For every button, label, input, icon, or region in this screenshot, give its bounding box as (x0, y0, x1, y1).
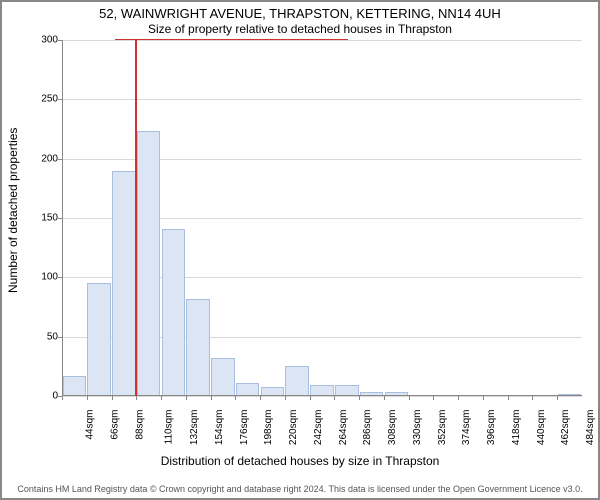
gridline-h (62, 396, 582, 397)
xtick-label: 242sqm (313, 410, 324, 446)
page-subtitle: Size of property relative to detached ho… (0, 22, 600, 36)
xtick-mark (87, 396, 88, 400)
xtick-label: 330sqm (412, 410, 423, 446)
xtick-label: 308sqm (387, 410, 398, 446)
x-axis-line (62, 395, 582, 396)
xtick-label: 374sqm (462, 410, 473, 446)
xtick-label: 44sqm (85, 410, 96, 440)
histogram-bar (285, 366, 309, 396)
xtick-label: 484sqm (585, 410, 596, 446)
xtick-mark (235, 396, 236, 400)
xtick-label: 396sqm (486, 410, 497, 446)
xtick-mark (557, 396, 558, 400)
xtick-label: 352sqm (437, 410, 448, 446)
histogram-bar (186, 299, 210, 396)
x-axis-label: Distribution of detached houses by size … (0, 454, 600, 468)
xtick-label: 66sqm (109, 410, 120, 440)
histogram-bar (112, 171, 136, 396)
y-axis-line (62, 40, 63, 396)
xtick-label: 462sqm (561, 410, 572, 446)
chart-plot-area (62, 40, 582, 396)
xtick-mark (334, 396, 335, 400)
xtick-mark (310, 396, 311, 400)
xtick-mark (285, 396, 286, 400)
xtick-label: 440sqm (536, 410, 547, 446)
property-marker-line (135, 40, 137, 396)
attribution-text: Contains HM Land Registry data © Crown c… (0, 484, 600, 494)
xtick-label: 132sqm (189, 410, 200, 446)
ytick-label: 50 (30, 331, 58, 342)
xtick-mark (260, 396, 261, 400)
gridline-h (62, 99, 582, 100)
histogram-bar (63, 376, 87, 396)
xtick-mark (62, 396, 63, 400)
xtick-label: 88sqm (134, 410, 145, 440)
y-axis-label: Number of detached properties (6, 128, 20, 293)
xtick-label: 286sqm (362, 410, 373, 446)
xtick-mark (161, 396, 162, 400)
xtick-label: 110sqm (164, 410, 175, 445)
xtick-mark (211, 396, 212, 400)
xtick-mark (483, 396, 484, 400)
histogram-bar (211, 358, 235, 396)
ytick-label: 100 (30, 272, 58, 283)
xtick-label: 264sqm (338, 410, 349, 446)
xtick-mark (458, 396, 459, 400)
ytick-label: 0 (30, 391, 58, 402)
xtick-mark (532, 396, 533, 400)
ytick-label: 300 (30, 35, 58, 46)
ytick-label: 150 (30, 213, 58, 224)
xtick-mark (508, 396, 509, 400)
xtick-mark (186, 396, 187, 400)
xtick-label: 220sqm (288, 410, 299, 446)
histogram-bar (162, 229, 186, 396)
histogram-bar (137, 131, 161, 396)
xtick-mark (136, 396, 137, 400)
xtick-mark (409, 396, 410, 400)
xtick-mark (112, 396, 113, 400)
xtick-label: 418sqm (511, 410, 522, 446)
xtick-mark (384, 396, 385, 400)
xtick-label: 176sqm (239, 410, 250, 446)
xtick-mark (433, 396, 434, 400)
xtick-label: 154sqm (214, 410, 225, 446)
histogram-bar (87, 283, 111, 396)
xtick-mark (359, 396, 360, 400)
ytick-label: 250 (30, 94, 58, 105)
gridline-h (62, 40, 582, 41)
ytick-label: 200 (30, 153, 58, 164)
xtick-label: 198sqm (263, 410, 274, 446)
page-title: 52, WAINWRIGHT AVENUE, THRAPSTON, KETTER… (0, 6, 600, 21)
